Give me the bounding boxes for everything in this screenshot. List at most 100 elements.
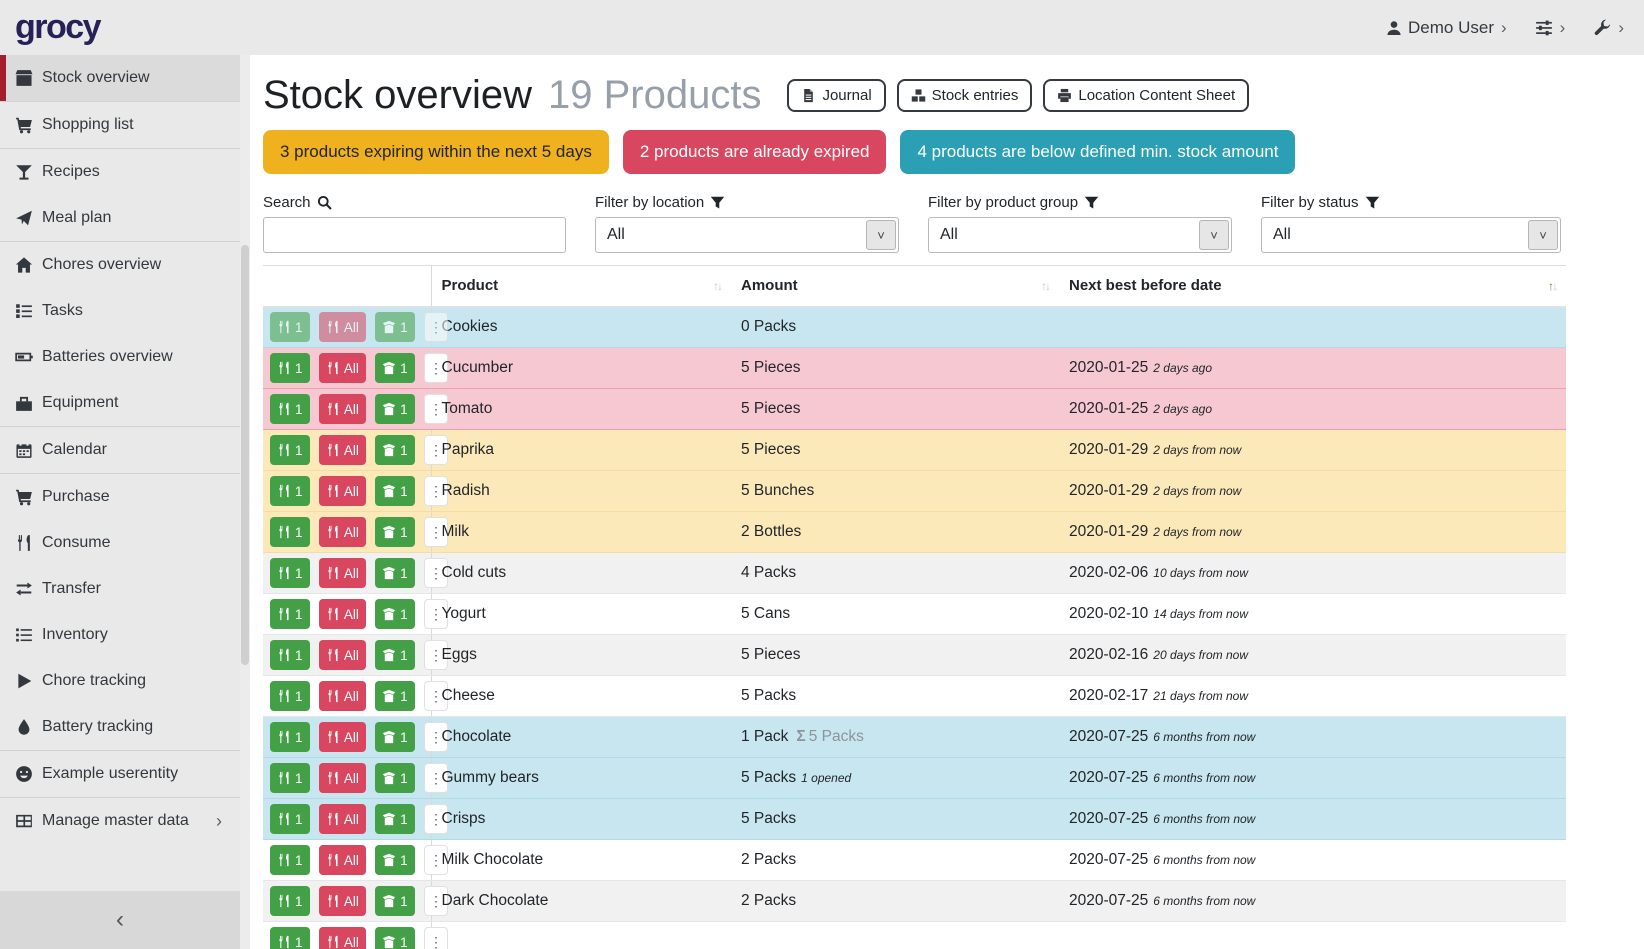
consume-one-button[interactable]: 1 <box>270 558 310 588</box>
open-one-button[interactable]: 1 <box>375 763 415 793</box>
open-one-button[interactable]: 1 <box>375 558 415 588</box>
open-one-button[interactable]: 1 <box>375 804 415 834</box>
sidebar-item-meal-plan[interactable]: Meal plan <box>0 195 240 241</box>
admin-menu[interactable]: › <box>1593 18 1624 38</box>
journal-button[interactable]: Journal <box>787 79 885 112</box>
sidebar-item-batteries-overview[interactable]: Batteries overview <box>0 334 240 380</box>
consume-all-button[interactable]: All <box>319 640 366 670</box>
consume-all-button[interactable]: All <box>319 722 366 752</box>
consume-all-button[interactable]: All <box>319 394 366 424</box>
open-one-button[interactable]: 1 <box>375 394 415 424</box>
consume-all-button[interactable]: All <box>319 558 366 588</box>
consume-all-button[interactable]: All <box>319 804 366 834</box>
utensils-icon <box>277 402 291 416</box>
consume-one-button[interactable]: 1 <box>270 845 310 875</box>
open-one-button[interactable]: 1 <box>375 312 415 342</box>
consume-all-button[interactable]: All <box>319 517 366 547</box>
sidebar-item-label: Manage master data <box>42 812 189 830</box>
sidebar-item-manage-master-data[interactable]: Manage master data › <box>0 798 240 844</box>
settings-menu[interactable]: › <box>1535 18 1566 38</box>
app-logo[interactable]: grocy <box>15 8 100 47</box>
sidebar-item-shopping-list[interactable]: Shopping list <box>0 102 240 148</box>
sort-icon[interactable]: ↑↓ <box>1548 279 1556 293</box>
status-banner-3[interactable]: 4 products are below defined min. stock … <box>900 130 1295 174</box>
row-actions-cell: 1 All 1 ⋮ <box>263 594 431 635</box>
open-one-button[interactable]: 1 <box>375 681 415 711</box>
filter-by-status-select[interactable]: All˅ <box>1261 217 1561 253</box>
filter-by-location-select[interactable]: All˅ <box>595 217 899 253</box>
open-one-button[interactable]: 1 <box>375 640 415 670</box>
consume-one-button[interactable]: 1 <box>270 353 310 383</box>
consume-one-button[interactable]: 1 <box>270 722 310 752</box>
consume-one-button[interactable]: 1 <box>270 681 310 711</box>
consume-one-button[interactable]: 1 <box>270 476 310 506</box>
open-one-button[interactable]: 1 <box>375 845 415 875</box>
consume-all-button[interactable]: All <box>319 353 366 383</box>
consume-one-button[interactable]: 1 <box>270 927 310 949</box>
sidebar-item-equipment[interactable]: Equipment <box>0 380 240 426</box>
search-input[interactable] <box>263 217 566 253</box>
consume-one-button[interactable]: 1 <box>270 394 310 424</box>
filter-label: Filter by status <box>1261 191 1561 213</box>
consume-one-button[interactable]: 1 <box>270 763 310 793</box>
ellipsis-v-icon: ⋮ <box>429 319 443 336</box>
sidebar-item-inventory[interactable]: Inventory <box>0 612 240 658</box>
open-one-button[interactable]: 1 <box>375 517 415 547</box>
column-header-amount[interactable]: Amount↑↓ <box>731 266 1059 307</box>
sidebar-item-calendar[interactable]: Calendar <box>0 427 240 473</box>
consume-one-button[interactable]: 1 <box>270 312 310 342</box>
consume-all-button[interactable]: All <box>319 435 366 465</box>
consume-one-button[interactable]: 1 <box>270 599 310 629</box>
consume-one-button[interactable]: 1 <box>270 804 310 834</box>
sidebar-item-chores-overview[interactable]: Chores overview <box>0 242 240 288</box>
sidebar-item-example-userentity[interactable]: Example userentity <box>0 751 240 797</box>
consume-all-button[interactable]: All <box>319 681 366 711</box>
consume-one-button[interactable]: 1 <box>270 640 310 670</box>
column-header-next-best-before-date[interactable]: Next best before date↑↓ <box>1059 266 1566 307</box>
location-content-sheet-button[interactable]: Location Content Sheet <box>1043 79 1249 112</box>
row-more-button[interactable]: ⋮ <box>424 312 448 342</box>
actions-column-header <box>263 266 431 307</box>
product-cell: Radish <box>431 471 731 512</box>
consume-all-button[interactable]: All <box>319 886 366 916</box>
open-one-button[interactable]: 1 <box>375 435 415 465</box>
consume-all-button[interactable]: All <box>319 927 366 949</box>
sidebar-item-consume[interactable]: Consume <box>0 520 240 566</box>
row-more-button[interactable]: ⋮ <box>424 927 448 949</box>
consume-one-button[interactable]: 1 <box>270 517 310 547</box>
scrollbar-thumb[interactable] <box>241 245 249 665</box>
column-header-product[interactable]: Product↑↓ <box>431 266 731 307</box>
user-menu[interactable]: Demo User › <box>1386 18 1507 38</box>
open-one-button[interactable]: 1 <box>375 476 415 506</box>
sidebar-item-chore-tracking[interactable]: Chore tracking <box>0 658 240 704</box>
consume-all-button[interactable]: All <box>319 312 366 342</box>
sidebar-item-tasks[interactable]: Tasks <box>0 288 240 334</box>
consume-all-button[interactable]: All <box>319 599 366 629</box>
consume-all-button[interactable]: All <box>319 763 366 793</box>
consume-all-button[interactable]: All <box>319 476 366 506</box>
status-banner-1[interactable]: 3 products expiring within the next 5 da… <box>263 130 609 174</box>
sidebar-item-stock-overview[interactable]: Stock overview <box>0 55 240 101</box>
status-banner-2[interactable]: 2 products are already expired <box>623 130 887 174</box>
open-one-button[interactable]: 1 <box>375 927 415 949</box>
sort-icon[interactable]: ↑↓ <box>713 279 721 293</box>
consume-one-button[interactable]: 1 <box>270 435 310 465</box>
open-one-button[interactable]: 1 <box>375 886 415 916</box>
filter-by-product-group-select[interactable]: All˅ <box>928 217 1232 253</box>
amount-cell: 2 Bottles <box>731 512 1059 553</box>
stock-entries-button[interactable]: Stock entries <box>897 79 1033 112</box>
open-one-button[interactable]: 1 <box>375 599 415 629</box>
sort-icon[interactable]: ↑↓ <box>1041 279 1049 293</box>
sidebar-item-battery-tracking[interactable]: Battery tracking <box>0 704 240 750</box>
sidebar-item-transfer[interactable]: Transfer <box>0 566 240 612</box>
product-cell: Crisps <box>431 799 731 840</box>
sidebar-item-recipes[interactable]: Recipes <box>0 149 240 195</box>
open-one-button[interactable]: 1 <box>375 722 415 752</box>
open-one-button[interactable]: 1 <box>375 353 415 383</box>
consume-all-button[interactable]: All <box>319 845 366 875</box>
sidebar-scrollbar[interactable] <box>240 55 250 949</box>
date-cell: 2020-01-252 days ago <box>1059 389 1566 430</box>
consume-one-button[interactable]: 1 <box>270 886 310 916</box>
sidebar-collapse-button[interactable]: ‹ <box>0 891 240 949</box>
sidebar-item-purchase[interactable]: Purchase <box>0 474 240 520</box>
